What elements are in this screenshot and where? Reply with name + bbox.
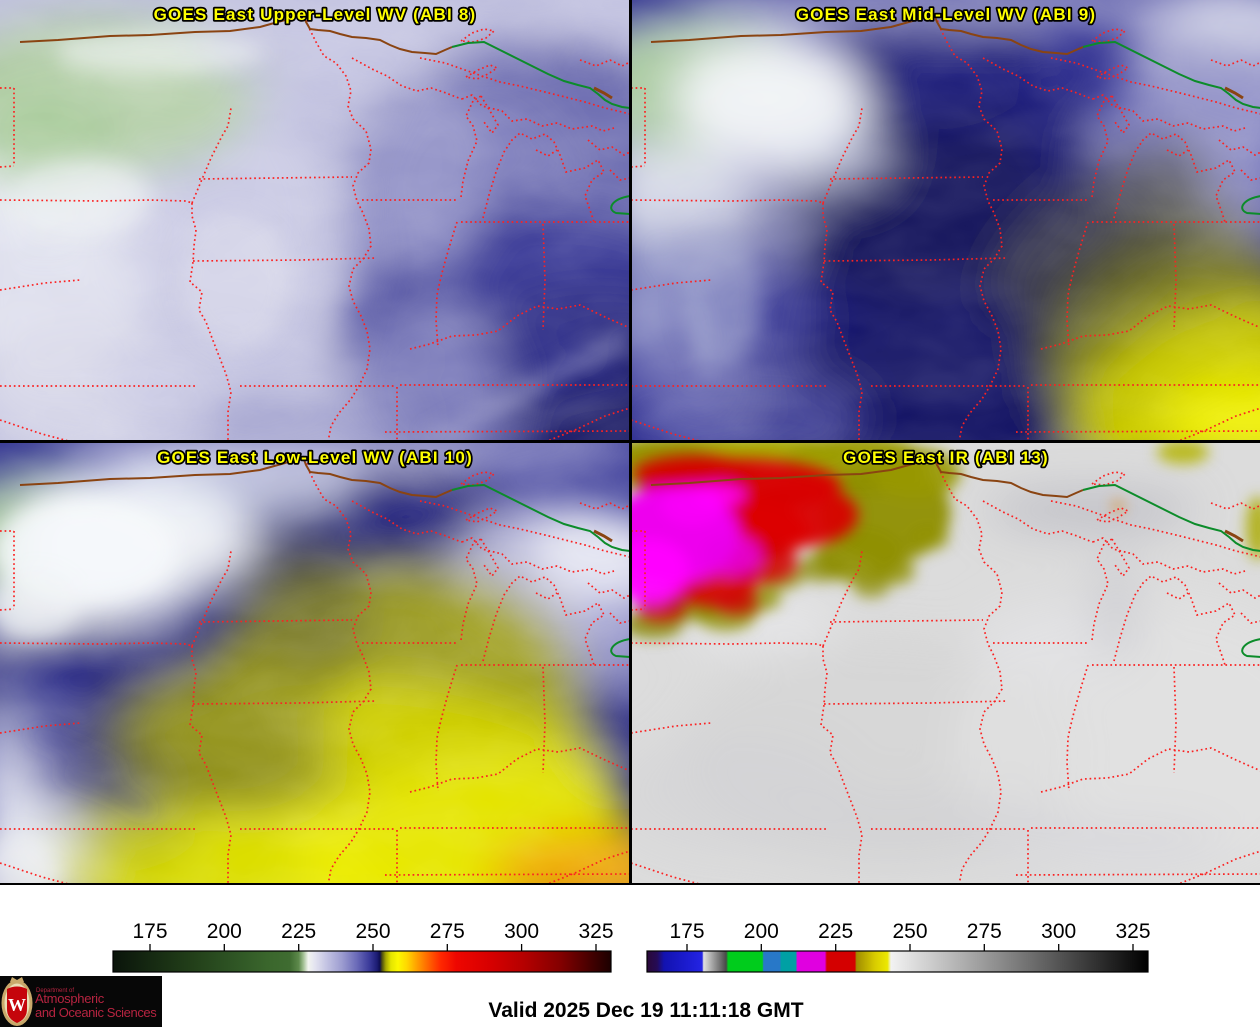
svg-text:Department of: Department of bbox=[36, 988, 74, 994]
svg-text:and Oceanic Sciences: and Oceanic Sciences bbox=[35, 1005, 157, 1020]
svg-text:275: 275 bbox=[967, 920, 1002, 943]
svg-text:W: W bbox=[8, 995, 26, 1015]
svg-text:275: 275 bbox=[430, 920, 465, 943]
svg-text:GOES East Low-Level WV (ABI 10: GOES East Low-Level WV (ABI 10) bbox=[157, 448, 473, 467]
svg-text:GOES East Upper-Level WV (ABI: GOES East Upper-Level WV (ABI 8) bbox=[154, 5, 477, 24]
svg-text:200: 200 bbox=[744, 920, 779, 943]
svg-text:Atmospheric: Atmospheric bbox=[35, 991, 105, 1006]
svg-text:300: 300 bbox=[504, 920, 539, 943]
svg-text:175: 175 bbox=[132, 920, 167, 943]
svg-text:GOES East IR (ABI 13): GOES East IR (ABI 13) bbox=[843, 448, 1049, 467]
svg-text:250: 250 bbox=[355, 920, 390, 943]
svg-text:225: 225 bbox=[818, 920, 853, 943]
svg-text:200: 200 bbox=[207, 920, 242, 943]
svg-text:325: 325 bbox=[578, 920, 613, 943]
svg-text:325: 325 bbox=[1115, 920, 1150, 943]
svg-text:175: 175 bbox=[669, 920, 704, 943]
svg-text:250: 250 bbox=[892, 920, 927, 943]
svg-text:300: 300 bbox=[1041, 920, 1076, 943]
svg-text:GOES East Mid-Level WV (ABI 9): GOES East Mid-Level WV (ABI 9) bbox=[796, 5, 1097, 24]
svg-text:Valid 2025 Dec 19 11:11:18 GMT: Valid 2025 Dec 19 11:11:18 GMT bbox=[488, 999, 803, 1022]
svg-text:225: 225 bbox=[281, 920, 316, 943]
